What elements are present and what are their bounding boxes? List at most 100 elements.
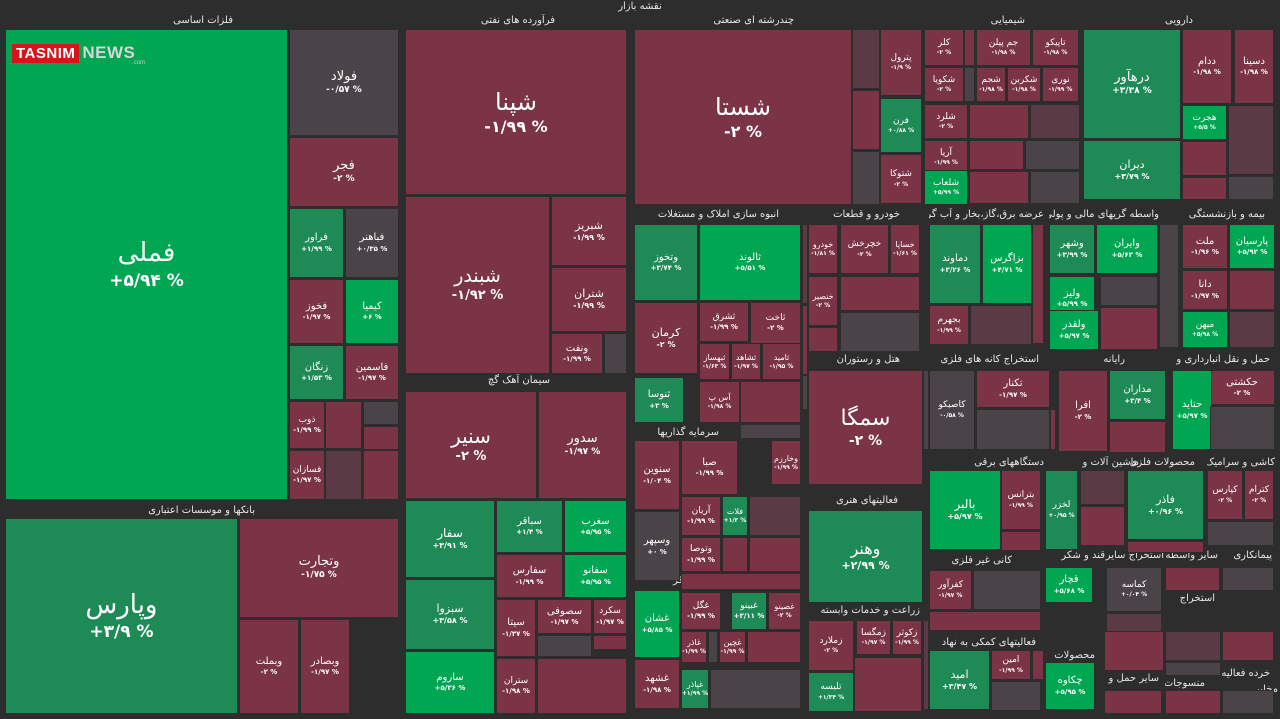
treemap-tile[interactable]: فاسمین -۱/۹۷ % bbox=[345, 345, 399, 400]
treemap-tile[interactable]: غچین -۱/۹۹ % bbox=[719, 631, 746, 663]
treemap-tile[interactable]: وپارس +۳/۹ % bbox=[5, 518, 238, 714]
treemap-tile[interactable]: وایران +۵/۶۳ % bbox=[1096, 224, 1158, 274]
treemap-tile[interactable]: ثامید -۱/۹۵ % bbox=[762, 343, 801, 380]
treemap-small-tile[interactable] bbox=[1229, 270, 1275, 310]
treemap-small-tile[interactable] bbox=[1080, 470, 1125, 505]
treemap-small-tile[interactable] bbox=[593, 635, 627, 650]
treemap-small-tile[interactable] bbox=[1080, 506, 1125, 546]
treemap-tile[interactable]: کماسه +۰/۰۴ % bbox=[1106, 567, 1162, 612]
treemap-tile[interactable]: شبندر -۱/۹۲ % bbox=[405, 196, 550, 374]
treemap-tile[interactable]: کپارس -۲ % bbox=[1207, 470, 1243, 520]
treemap-tile[interactable]: شلرد -۲ % bbox=[924, 104, 968, 139]
treemap-small-tile[interactable] bbox=[363, 450, 399, 500]
treemap-tile[interactable]: غگل -۱/۹۹ % bbox=[681, 592, 721, 630]
treemap-tile[interactable]: آریان -۱/۹۹ % bbox=[681, 496, 721, 536]
treemap-tile[interactable]: زمگسا -۱/۹۷ % bbox=[856, 620, 891, 655]
treemap-tile[interactable]: فراور +۱/۹۹ % bbox=[289, 208, 344, 278]
treemap-small-tile[interactable] bbox=[681, 573, 801, 590]
treemap-small-tile[interactable] bbox=[1222, 567, 1274, 591]
treemap-small-tile[interactable] bbox=[747, 631, 801, 663]
treemap-small-tile[interactable] bbox=[604, 333, 627, 374]
treemap-tile[interactable]: سفار +۳/۹۱ % bbox=[405, 500, 495, 578]
treemap-tile[interactable]: امید +۳/۴۷ % bbox=[929, 650, 990, 710]
treemap-tile[interactable]: وسپهر +۰ % bbox=[634, 511, 680, 581]
treemap-tile[interactable]: سکرد -۱/۹۷ % bbox=[593, 599, 627, 634]
treemap-small-tile[interactable] bbox=[1030, 171, 1080, 204]
treemap-small-tile[interactable] bbox=[923, 370, 929, 450]
treemap-small-tile[interactable] bbox=[1025, 140, 1080, 170]
treemap-small-tile[interactable] bbox=[740, 424, 801, 439]
treemap-tile[interactable]: سفارس -۱/۹۹ % bbox=[496, 554, 563, 598]
treemap-tile[interactable]: فملی +۵/۹۴ % bbox=[5, 29, 288, 500]
treemap-small-tile[interactable] bbox=[808, 327, 838, 352]
treemap-tile[interactable]: ثنوسا +۳ % bbox=[634, 377, 684, 423]
treemap-small-tile[interactable] bbox=[1165, 567, 1220, 591]
treemap-small-tile[interactable] bbox=[1228, 176, 1274, 200]
treemap-tile[interactable]: درهآور +۳/۳۸ % bbox=[1083, 29, 1181, 139]
treemap-tile[interactable]: سبزوا +۳/۵۸ % bbox=[405, 579, 495, 650]
treemap-tile[interactable]: آس پ -۱/۹۸ % bbox=[699, 381, 740, 423]
treemap-tile[interactable]: سصوفی -۱/۹۷ % bbox=[537, 599, 592, 634]
treemap-tile[interactable]: پارسیان +۵/۹۲ % bbox=[1229, 224, 1275, 269]
treemap-tile[interactable]: دماوند +۳/۲۶ % bbox=[929, 224, 981, 304]
treemap-small-tile[interactable] bbox=[537, 635, 592, 657]
treemap-tile[interactable]: سباقر +۱/۴ % bbox=[496, 500, 563, 553]
treemap-tile[interactable]: آریا -۱/۹۹ % bbox=[924, 140, 968, 175]
treemap-tile[interactable]: فجر -۲ % bbox=[289, 137, 399, 207]
treemap-tile[interactable]: ذوب -۱/۹۹ % bbox=[289, 401, 325, 449]
treemap-tile[interactable]: ساروم +۵/۳۶ % bbox=[405, 651, 495, 714]
treemap-small-tile[interactable] bbox=[537, 658, 627, 714]
treemap-small-tile[interactable] bbox=[964, 29, 975, 66]
treemap-tile[interactable]: تاپیکو -۱/۹۸ % bbox=[1032, 29, 1079, 66]
treemap-small-tile[interactable] bbox=[964, 67, 975, 102]
treemap-tile[interactable]: شتوکا -۲ % bbox=[880, 154, 922, 204]
treemap-small-tile[interactable] bbox=[802, 375, 808, 410]
treemap-small-tile[interactable] bbox=[740, 381, 801, 423]
treemap-tile[interactable]: غشان +۵/۸۵ % bbox=[634, 590, 680, 658]
treemap-tile[interactable]: غشهد -۱/۹۸ % bbox=[634, 659, 680, 709]
treemap-tile[interactable]: جم پیلن -۱/۹۸ % bbox=[976, 29, 1031, 66]
treemap-small-tile[interactable] bbox=[1228, 105, 1274, 175]
treemap-small-tile[interactable] bbox=[325, 401, 362, 449]
treemap-small-tile[interactable] bbox=[1222, 690, 1274, 714]
treemap-tile[interactable]: شبریز -۱/۹۹ % bbox=[551, 196, 627, 266]
treemap-tile[interactable]: سدور -۱/۹۷ % bbox=[538, 391, 627, 499]
treemap-tile[interactable]: غپاذر +۱/۹۹ % bbox=[681, 669, 709, 709]
treemap-small-tile[interactable] bbox=[710, 669, 801, 709]
treemap-tile[interactable]: تکنار -۱/۹۷ % bbox=[976, 370, 1050, 408]
treemap-tile[interactable]: سفانو +۵/۹۵ % bbox=[564, 554, 627, 598]
treemap-small-tile[interactable] bbox=[708, 631, 718, 663]
treemap-tile[interactable]: غاذر -۱/۹۹ % bbox=[681, 631, 707, 663]
treemap-tile[interactable]: خودرو -۱/۸۱ % bbox=[808, 224, 838, 274]
treemap-tile[interactable]: ثالوند +۵/۵۱ % bbox=[699, 224, 801, 301]
treemap-tile[interactable]: وهنر +۲/۹۹ % bbox=[808, 510, 923, 603]
treemap-small-tile[interactable] bbox=[840, 276, 920, 311]
treemap-small-tile[interactable] bbox=[852, 90, 880, 150]
treemap-small-tile[interactable] bbox=[976, 409, 1050, 450]
treemap-tile[interactable]: فولاد -۰/۵۷ % bbox=[289, 29, 399, 136]
treemap-small-tile[interactable] bbox=[969, 104, 1029, 139]
treemap-tile[interactable]: کترام -۲ % bbox=[1244, 470, 1274, 520]
treemap-small-tile[interactable] bbox=[969, 171, 1029, 204]
treemap-tile[interactable]: فخوز -۱/۹۷ % bbox=[289, 279, 344, 344]
treemap-small-tile[interactable] bbox=[969, 140, 1024, 170]
treemap-tile[interactable]: شستا -۲ % bbox=[634, 29, 852, 205]
treemap-small-tile[interactable] bbox=[1032, 224, 1044, 344]
treemap-small-tile[interactable] bbox=[1210, 406, 1275, 450]
treemap-tile[interactable]: قچار +۵/۶۸ % bbox=[1045, 567, 1093, 603]
treemap-tile[interactable]: کرمان -۲ % bbox=[634, 302, 698, 374]
treemap-tile[interactable]: بزاگرس +۴/۷۱ % bbox=[982, 224, 1032, 304]
treemap-small-tile[interactable] bbox=[1222, 631, 1274, 661]
treemap-small-tile[interactable] bbox=[923, 620, 929, 710]
treemap-tile[interactable]: سنیر -۲ % bbox=[405, 391, 537, 499]
treemap-small-tile[interactable] bbox=[802, 224, 808, 304]
treemap-tile[interactable]: وخارزم -۱/۹۹ % bbox=[771, 440, 801, 485]
treemap-tile[interactable]: نوری -۱/۹۹ % bbox=[1042, 67, 1079, 102]
treemap-small-tile[interactable] bbox=[854, 657, 922, 712]
treemap-small-tile[interactable] bbox=[749, 537, 801, 572]
treemap-tile[interactable]: خنصیر -۲ % bbox=[808, 276, 838, 326]
treemap-small-tile[interactable] bbox=[363, 401, 399, 425]
treemap-tile[interactable]: ستران -۱/۹۸ % bbox=[496, 658, 536, 714]
treemap-tile[interactable]: خچرخش -۲ % bbox=[840, 224, 889, 274]
treemap-small-tile[interactable] bbox=[325, 450, 362, 500]
